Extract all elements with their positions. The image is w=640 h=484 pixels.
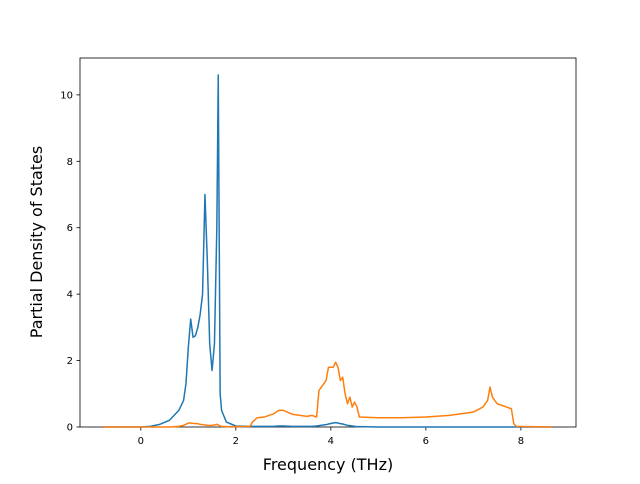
y-axis-label: Partial Density of States [27,146,46,338]
y-tick-label: 2 [67,356,73,367]
x-tick-label: 6 [423,436,429,447]
x-tick-label: 4 [328,436,334,447]
y-tick-label: 0 [67,423,73,434]
y-tick-label: 6 [67,223,73,234]
x-tick-label: 2 [233,436,239,447]
y-tick-label: 4 [67,290,73,301]
x-axis-label: Frequency (THz) [263,455,393,474]
plot-frame [79,57,577,428]
y-tick-label: 10 [60,90,73,101]
y-tick-label: 8 [67,157,73,168]
data-line [102,361,552,428]
x-tick-label: 8 [518,436,524,447]
x-tick-label: 0 [138,436,144,447]
data-line [102,74,552,428]
